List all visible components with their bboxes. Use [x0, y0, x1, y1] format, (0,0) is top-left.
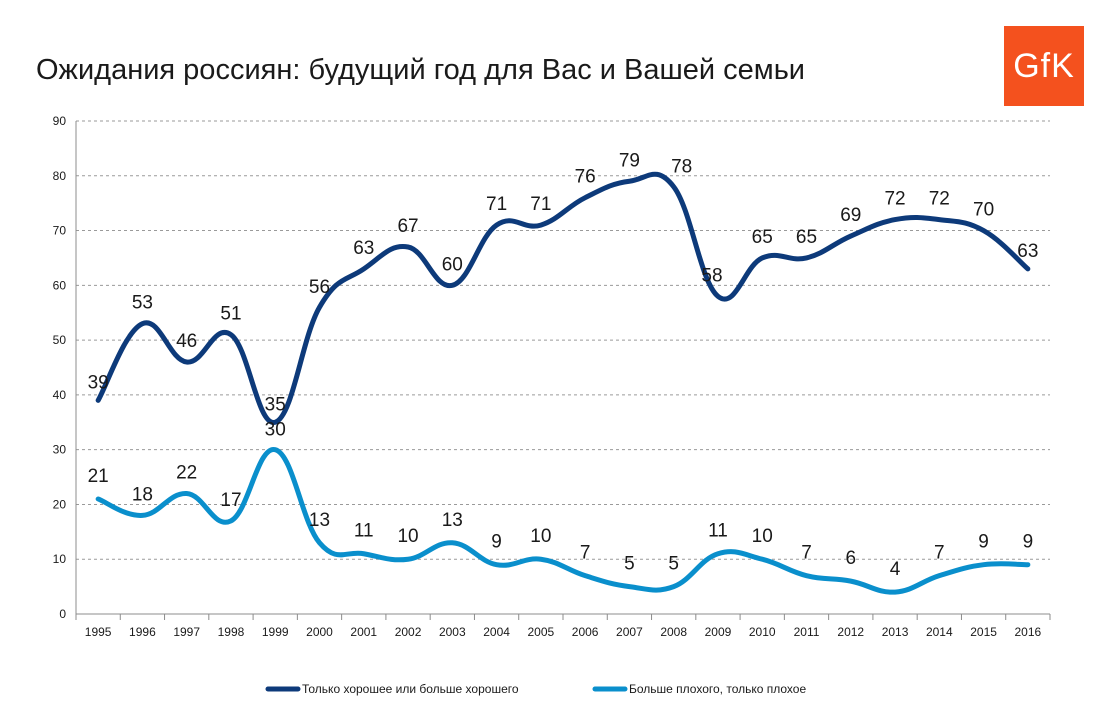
data-label: 11	[354, 521, 374, 542]
data-label: 39	[88, 372, 109, 393]
data-label: 56	[309, 277, 330, 298]
x-tick-label: 1997	[173, 625, 200, 639]
legend-label: Больше плохого, только плохое	[629, 682, 806, 696]
x-tick-label: 2013	[882, 625, 909, 639]
data-label: 9	[1023, 532, 1034, 553]
data-label: 21	[88, 466, 109, 487]
data-label: 71	[530, 194, 551, 215]
x-tick-label: 2015	[970, 625, 997, 639]
data-label: 72	[884, 189, 905, 210]
x-tick-label: 1998	[218, 625, 245, 639]
y-tick-label: 30	[53, 443, 67, 457]
y-tick-label: 60	[53, 278, 67, 292]
x-tick-label: 2000	[306, 625, 333, 639]
chart-title: Ожидания россиян: будущий год для Вас и …	[36, 54, 806, 86]
data-label: 4	[890, 559, 901, 580]
data-label: 78	[671, 157, 692, 178]
data-label: 10	[752, 526, 773, 547]
data-label: 9	[978, 532, 989, 553]
data-label: 67	[397, 216, 418, 237]
x-tick-label: 2007	[616, 625, 643, 639]
data-label: 9	[491, 532, 502, 553]
y-tick-label: 70	[53, 224, 67, 238]
data-label: 72	[929, 189, 950, 210]
series-lines	[95, 171, 1031, 595]
data-label: 65	[796, 227, 817, 248]
y-tick-label: 50	[53, 333, 67, 347]
data-label: 7	[801, 543, 812, 564]
x-tick-label: 2005	[528, 625, 555, 639]
x-tick-label: 2003	[439, 625, 466, 639]
data-label: 5	[668, 554, 679, 575]
gfk-logo-text: GfK	[1013, 46, 1075, 85]
x-tick-label: 2011	[794, 625, 820, 639]
x-tick-label: 1999	[262, 625, 289, 639]
x-tick-label: 2010	[749, 625, 776, 639]
x-tick-label: 1996	[129, 625, 156, 639]
x-tick-label: 2016	[1015, 625, 1042, 639]
data-label: 69	[840, 205, 861, 226]
x-tick-label: 2002	[395, 625, 422, 639]
data-label: 71	[486, 194, 507, 215]
x-tick-label: 2008	[660, 625, 687, 639]
y-tick-label: 40	[53, 388, 67, 402]
grid-lines	[76, 120, 1050, 560]
y-tick-label: 0	[59, 607, 66, 621]
data-label: 10	[397, 526, 418, 547]
data-label: 51	[220, 304, 241, 325]
series-line	[95, 447, 1031, 595]
data-label: 63	[353, 238, 374, 259]
gfk-logo: GfK	[1004, 26, 1084, 106]
data-label: 46	[176, 331, 197, 352]
data-label: 13	[442, 510, 463, 531]
data-label: 7	[580, 543, 591, 564]
data-label: 10	[530, 526, 551, 547]
data-label: 76	[575, 167, 596, 188]
data-label: 70	[973, 200, 994, 221]
y-tick-label: 80	[53, 169, 67, 183]
data-label: 79	[619, 150, 640, 171]
data-label: 6	[845, 548, 856, 569]
legend-label: Только хорошее или больше хорошего	[302, 682, 519, 696]
x-tick-label: 2004	[483, 625, 510, 639]
data-label: 60	[442, 254, 463, 275]
x-tick-label: 2009	[705, 625, 732, 639]
data-label: 18	[132, 484, 153, 505]
data-label: 63	[1017, 241, 1038, 262]
x-tick-label: 2006	[572, 625, 599, 639]
y-tick-label: 90	[53, 114, 67, 128]
data-label: 53	[132, 293, 153, 314]
series-line	[95, 171, 1031, 425]
data-label: 22	[176, 462, 197, 483]
data-label: 35	[265, 394, 286, 415]
y-tick-label: 10	[53, 552, 67, 566]
x-tick-label: 2001	[350, 625, 377, 639]
data-label: 58	[701, 265, 722, 286]
data-label: 65	[752, 227, 773, 248]
x-tick-label: 2014	[926, 625, 953, 639]
data-label: 30	[265, 420, 286, 441]
x-tick-label: 1995	[85, 625, 112, 639]
data-label: 17	[220, 490, 241, 511]
data-label: 7	[934, 543, 945, 564]
axes: 0 10 20 30 40 50 60 70 80 90 1995 1996 1997 1998 1999 2…	[53, 114, 1051, 639]
data-label: 13	[309, 510, 330, 531]
x-tick-label: 2012	[837, 625, 864, 639]
legend: Только хорошее или больше хорошего Больше…	[265, 682, 806, 696]
data-label: 5	[624, 554, 635, 575]
data-label: 11	[708, 521, 728, 542]
y-tick-label: 20	[53, 497, 67, 511]
